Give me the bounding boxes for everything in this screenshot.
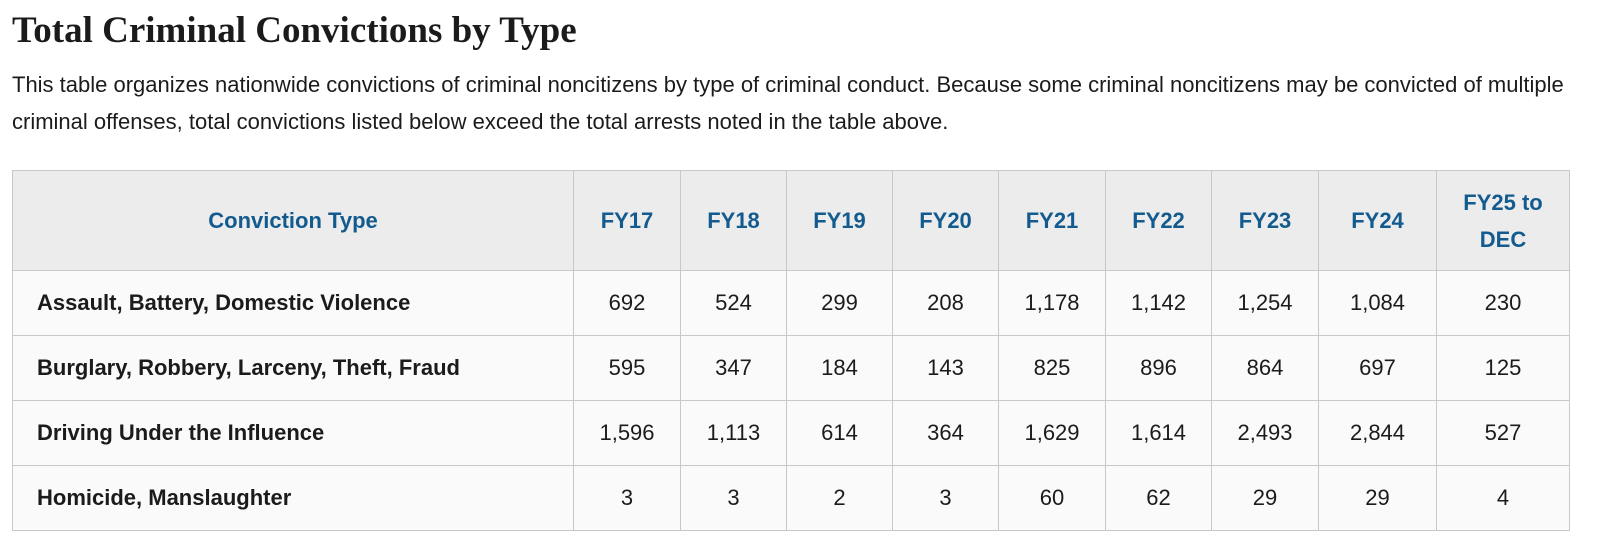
column-header: FY17: [573, 170, 681, 271]
cell: 1,596: [573, 400, 681, 466]
column-header: FY23: [1211, 170, 1319, 271]
cell: 1,614: [1105, 400, 1212, 466]
column-header: FY19: [786, 170, 893, 271]
cell: 3: [680, 465, 787, 531]
cell: 299: [786, 270, 893, 336]
column-header: FY20: [892, 170, 999, 271]
cell: 896: [1105, 335, 1212, 401]
cell: 595: [573, 335, 681, 401]
cell: 60: [998, 465, 1106, 531]
cell: 208: [892, 270, 999, 336]
header-row: Conviction Type FY17 FY18 FY19 FY20 FY21 FY22 F…: [12, 170, 1570, 271]
cell: 364: [892, 400, 999, 466]
cell: 3: [892, 465, 999, 531]
row-label: Assault, Battery, Domestic Violence: [12, 270, 574, 336]
cell: 3: [573, 465, 681, 531]
cell: 697: [1318, 335, 1437, 401]
cell: 1,113: [680, 400, 787, 466]
cell: 2,844: [1318, 400, 1437, 466]
cell: 29: [1211, 465, 1319, 531]
table-row: Driving Under the Influence 1,596 1,113 614…: [12, 400, 1570, 466]
cell: 1,142: [1105, 270, 1212, 336]
convictions-table: Conviction Type FY17 FY18 FY19 FY20 FY21 FY22 F…: [12, 170, 1570, 531]
column-header: FY25 to DEC: [1436, 170, 1570, 271]
cell: 825: [998, 335, 1106, 401]
row-label: Burglary, Robbery, Larceny, Theft, Fraud: [12, 335, 574, 401]
cell: 29: [1318, 465, 1437, 531]
cell: 347: [680, 335, 787, 401]
cell: 62: [1105, 465, 1212, 531]
cell: 1,178: [998, 270, 1106, 336]
cell: 1,629: [998, 400, 1106, 466]
column-header: FY24: [1318, 170, 1437, 271]
row-label: Homicide, Manslaughter: [12, 465, 574, 531]
column-header: FY22: [1105, 170, 1212, 271]
column-header: FY21: [998, 170, 1106, 271]
cell: 1,084: [1318, 270, 1437, 336]
cell: 527: [1436, 400, 1570, 466]
table-row: Burglary, Robbery, Larceny, Theft, Fraud…: [12, 335, 1570, 401]
cell: 524: [680, 270, 787, 336]
cell: 184: [786, 335, 893, 401]
cell: 4: [1436, 465, 1570, 531]
cell: 692: [573, 270, 681, 336]
content: Total Criminal Convictions by Type This …: [12, 0, 1600, 531]
cell: 143: [892, 335, 999, 401]
column-header: Conviction Type: [12, 170, 574, 271]
cell: 230: [1436, 270, 1570, 336]
title: Total Criminal Convictions by Type: [12, 10, 577, 51]
cell: 125: [1436, 335, 1570, 401]
table-body: Assault, Battery, Domestic Violence 692 52…: [12, 270, 1570, 531]
column-header: FY18: [680, 170, 787, 271]
cell: 614: [786, 400, 893, 466]
cell: 2,493: [1211, 400, 1319, 466]
row-label: Driving Under the Influence: [12, 400, 574, 466]
cell: 2: [786, 465, 893, 531]
table-row: Assault, Battery, Domestic Violence 692 52…: [12, 270, 1570, 336]
cell: 1,254: [1211, 270, 1319, 336]
description: This table organizes nationwide convicti…: [12, 72, 1564, 134]
table-row: Homicide, Manslaughter 3 3 2 3 60 62 29 29 4: [12, 465, 1570, 531]
cell: 864: [1211, 335, 1319, 401]
